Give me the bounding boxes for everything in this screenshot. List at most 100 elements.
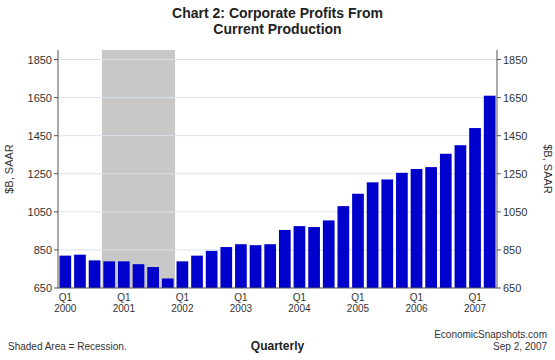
x-tick-label: Q12003 (230, 292, 253, 314)
bar (352, 194, 364, 288)
y2-tick (497, 135, 501, 136)
text-line: Current Production (213, 21, 341, 37)
bar (484, 96, 496, 288)
chart: 650 850 1050 1250 1450 1650 1850 650 850 1050 1250… (0, 0, 555, 360)
y-tick (54, 135, 58, 136)
bar (294, 226, 306, 288)
bar (118, 261, 130, 288)
y-tick-label: 1050 (28, 206, 52, 218)
text-line: Q1 (293, 292, 307, 303)
text-line: Q1 (410, 292, 424, 303)
y2-tick (497, 288, 501, 289)
y2-tick-label: 1050 (503, 206, 527, 218)
bar (235, 244, 247, 288)
y2-tick (497, 97, 501, 98)
bar (323, 220, 335, 288)
bar (381, 179, 393, 288)
text-line: 2006 (405, 303, 428, 314)
y2-tick (497, 173, 501, 174)
y-tick (54, 211, 58, 212)
y-tick (54, 249, 58, 250)
text-line: Chart 2: Corporate Profits From (172, 5, 383, 21)
bar (396, 173, 408, 288)
bar (103, 261, 115, 288)
grid-line (58, 97, 497, 98)
text-line: Q1 (176, 292, 190, 303)
bar (89, 260, 101, 288)
grid-line (58, 288, 497, 289)
y-axis-line (58, 50, 59, 288)
text-line: 2002 (171, 303, 194, 314)
y2-tick-label: 1650 (503, 92, 527, 104)
bar (177, 261, 189, 288)
text-line: 2007 (464, 303, 487, 314)
text-line: 2001 (113, 303, 136, 314)
y-axis-label: $B, SAAR (3, 144, 15, 194)
text-line: EconomicSnapshots.com (434, 329, 547, 340)
x-tick-label: Q12002 (171, 292, 194, 314)
y2-tick-label: 650 (503, 282, 521, 294)
footer-left: Shaded Area = Recession. (8, 341, 127, 352)
text-line: 2003 (230, 303, 253, 314)
y-tick-label: 1850 (28, 54, 52, 66)
text-line: 2004 (288, 303, 311, 314)
x-tick-label: Q12004 (288, 292, 311, 314)
bar (206, 251, 218, 288)
recession-shading (102, 50, 175, 288)
y2-tick (497, 211, 501, 212)
bar (440, 154, 452, 288)
text-line: Q1 (117, 292, 131, 303)
y-tick-label: 650 (34, 282, 52, 294)
footer-right: EconomicSnapshots.comSep 2, 2007 (434, 329, 547, 352)
x-tick-label: Q12000 (54, 292, 77, 314)
y-tick (54, 173, 58, 174)
y2-tick-label: 1450 (503, 130, 527, 142)
y-tick (54, 288, 58, 289)
y-tick-label: 1450 (28, 130, 52, 142)
bar (411, 169, 423, 288)
y-tick (54, 59, 58, 60)
text-line: 2005 (347, 303, 370, 314)
bar (367, 182, 379, 288)
bar (279, 230, 291, 288)
y2-tick-label: 1250 (503, 168, 527, 180)
grid-line (58, 59, 497, 60)
bar (308, 227, 320, 288)
bar (133, 264, 145, 288)
text-line: Q1 (468, 292, 482, 303)
x-tick-label: Q12001 (113, 292, 136, 314)
text-line: Q1 (351, 292, 365, 303)
grid-line (58, 135, 497, 136)
text-line: Q1 (59, 292, 73, 303)
y-tick (54, 97, 58, 98)
x-tick-label: Q12007 (464, 292, 487, 314)
bar (220, 247, 232, 288)
bar (455, 145, 467, 288)
text-line: Sep 2, 2007 (493, 341, 547, 352)
y-tick-label: 850 (34, 244, 52, 256)
bar (74, 255, 86, 288)
bar (191, 256, 203, 288)
x-tick-label: Q12005 (347, 292, 370, 314)
y2-tick (497, 249, 501, 250)
bar (59, 256, 71, 288)
bar (264, 244, 276, 288)
title: Chart 2: Corporate Profits FromCurrent P… (172, 5, 383, 37)
y2-axis-label: $B, SAAR (542, 144, 554, 194)
bar (425, 167, 437, 288)
bar (469, 128, 481, 288)
text-line: 2000 (54, 303, 77, 314)
y2-axis-line (497, 50, 498, 288)
y-tick-label: 1650 (28, 92, 52, 104)
bar (250, 245, 262, 288)
x-axis-label: Quarterly (251, 339, 305, 353)
y-tick-label: 1250 (28, 168, 52, 180)
text-line: Q1 (234, 292, 248, 303)
x-tick-label: Q12006 (405, 292, 428, 314)
y2-tick (497, 59, 501, 60)
bar (147, 267, 159, 288)
plot-area (58, 50, 497, 288)
x-axis-line (58, 288, 497, 289)
y2-tick-label: 850 (503, 244, 521, 256)
bar (162, 278, 174, 288)
